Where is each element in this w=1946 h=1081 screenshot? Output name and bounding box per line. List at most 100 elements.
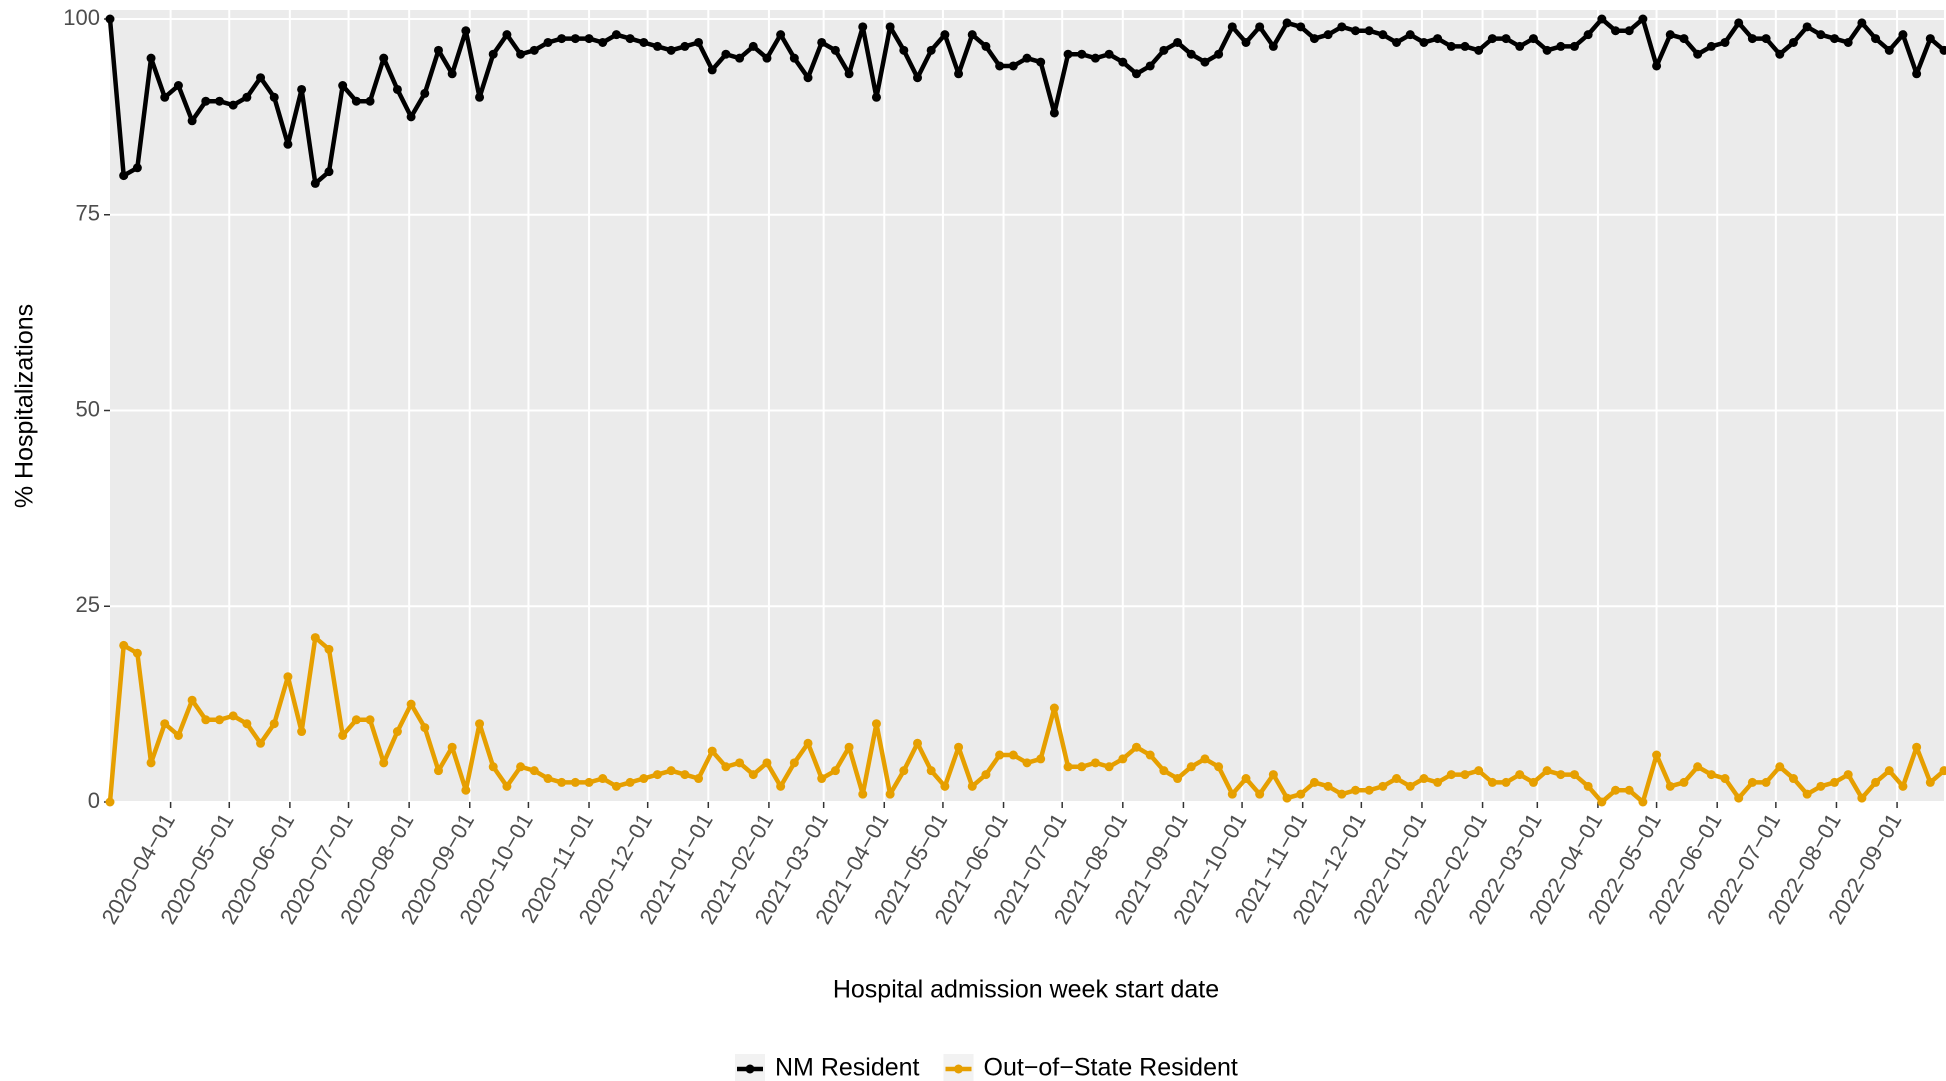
point [461,26,471,36]
y-tick-label: 100 [63,5,100,30]
point [187,695,197,705]
point [967,781,977,791]
point [1747,34,1757,44]
point [885,789,895,799]
point [1145,750,1155,760]
point [1665,781,1675,791]
point [475,92,485,102]
point [789,758,799,768]
point [242,719,252,729]
point [1419,37,1429,47]
point [146,758,156,768]
point [310,178,320,188]
point [173,730,183,740]
point [1118,57,1128,67]
point [680,770,690,780]
point [611,781,621,791]
point [1268,41,1278,51]
point [1433,777,1443,787]
point [1350,26,1360,36]
point [1830,777,1840,787]
point [488,49,498,59]
point [119,640,129,650]
point [1706,770,1716,780]
point [694,774,704,784]
point [1200,754,1210,764]
point [1022,758,1032,768]
point [283,672,293,682]
point [1296,22,1306,32]
point [1830,34,1840,44]
point [1775,762,1785,772]
point [1487,777,1497,787]
point [1802,789,1812,799]
point [1843,770,1853,780]
point [543,37,553,47]
point [1337,22,1347,32]
point [721,49,731,59]
point [1583,30,1593,40]
point [1652,61,1662,71]
point [817,774,827,784]
point [1583,781,1593,791]
point [981,41,991,51]
panel [110,10,1944,802]
point [1597,14,1607,24]
point [625,777,635,787]
point [1747,777,1757,787]
point [1364,26,1374,36]
point [392,84,402,94]
point [1446,770,1456,780]
point [1912,69,1922,79]
point [502,30,512,40]
point [1720,774,1730,784]
point [1008,61,1018,71]
point [1022,53,1032,63]
plot-area [105,14,1946,807]
point [735,758,745,768]
point [1049,703,1059,713]
point [1077,762,1087,772]
point [297,727,307,737]
point [406,112,416,122]
point [913,738,923,748]
point [666,766,676,776]
point [830,766,840,776]
point [1884,45,1894,55]
point [1624,785,1634,795]
point [625,34,635,44]
point [954,742,964,752]
point [611,30,621,40]
point [1788,37,1798,47]
point [570,34,580,44]
point [1638,797,1648,807]
point [762,758,772,768]
point [1049,108,1059,118]
point [1569,770,1579,780]
point [1378,30,1388,40]
point [1077,49,1087,59]
point [1816,30,1826,40]
point [1460,41,1470,51]
point [1638,14,1648,24]
point [1474,45,1484,55]
point [1145,61,1155,71]
point [789,53,799,63]
point [967,30,977,40]
legend: NM Resident Out−of−State Resident [735,1054,1238,1081]
point [1624,26,1634,36]
point [926,45,936,55]
point [310,633,320,643]
point [652,41,662,51]
point [351,715,361,725]
point [1309,34,1319,44]
point [1884,766,1894,776]
point [899,45,909,55]
legend-label: NM Resident [775,1054,920,1081]
point [1227,22,1237,32]
point [940,30,950,40]
point [1925,777,1935,787]
point [1515,770,1525,780]
point [433,766,443,776]
